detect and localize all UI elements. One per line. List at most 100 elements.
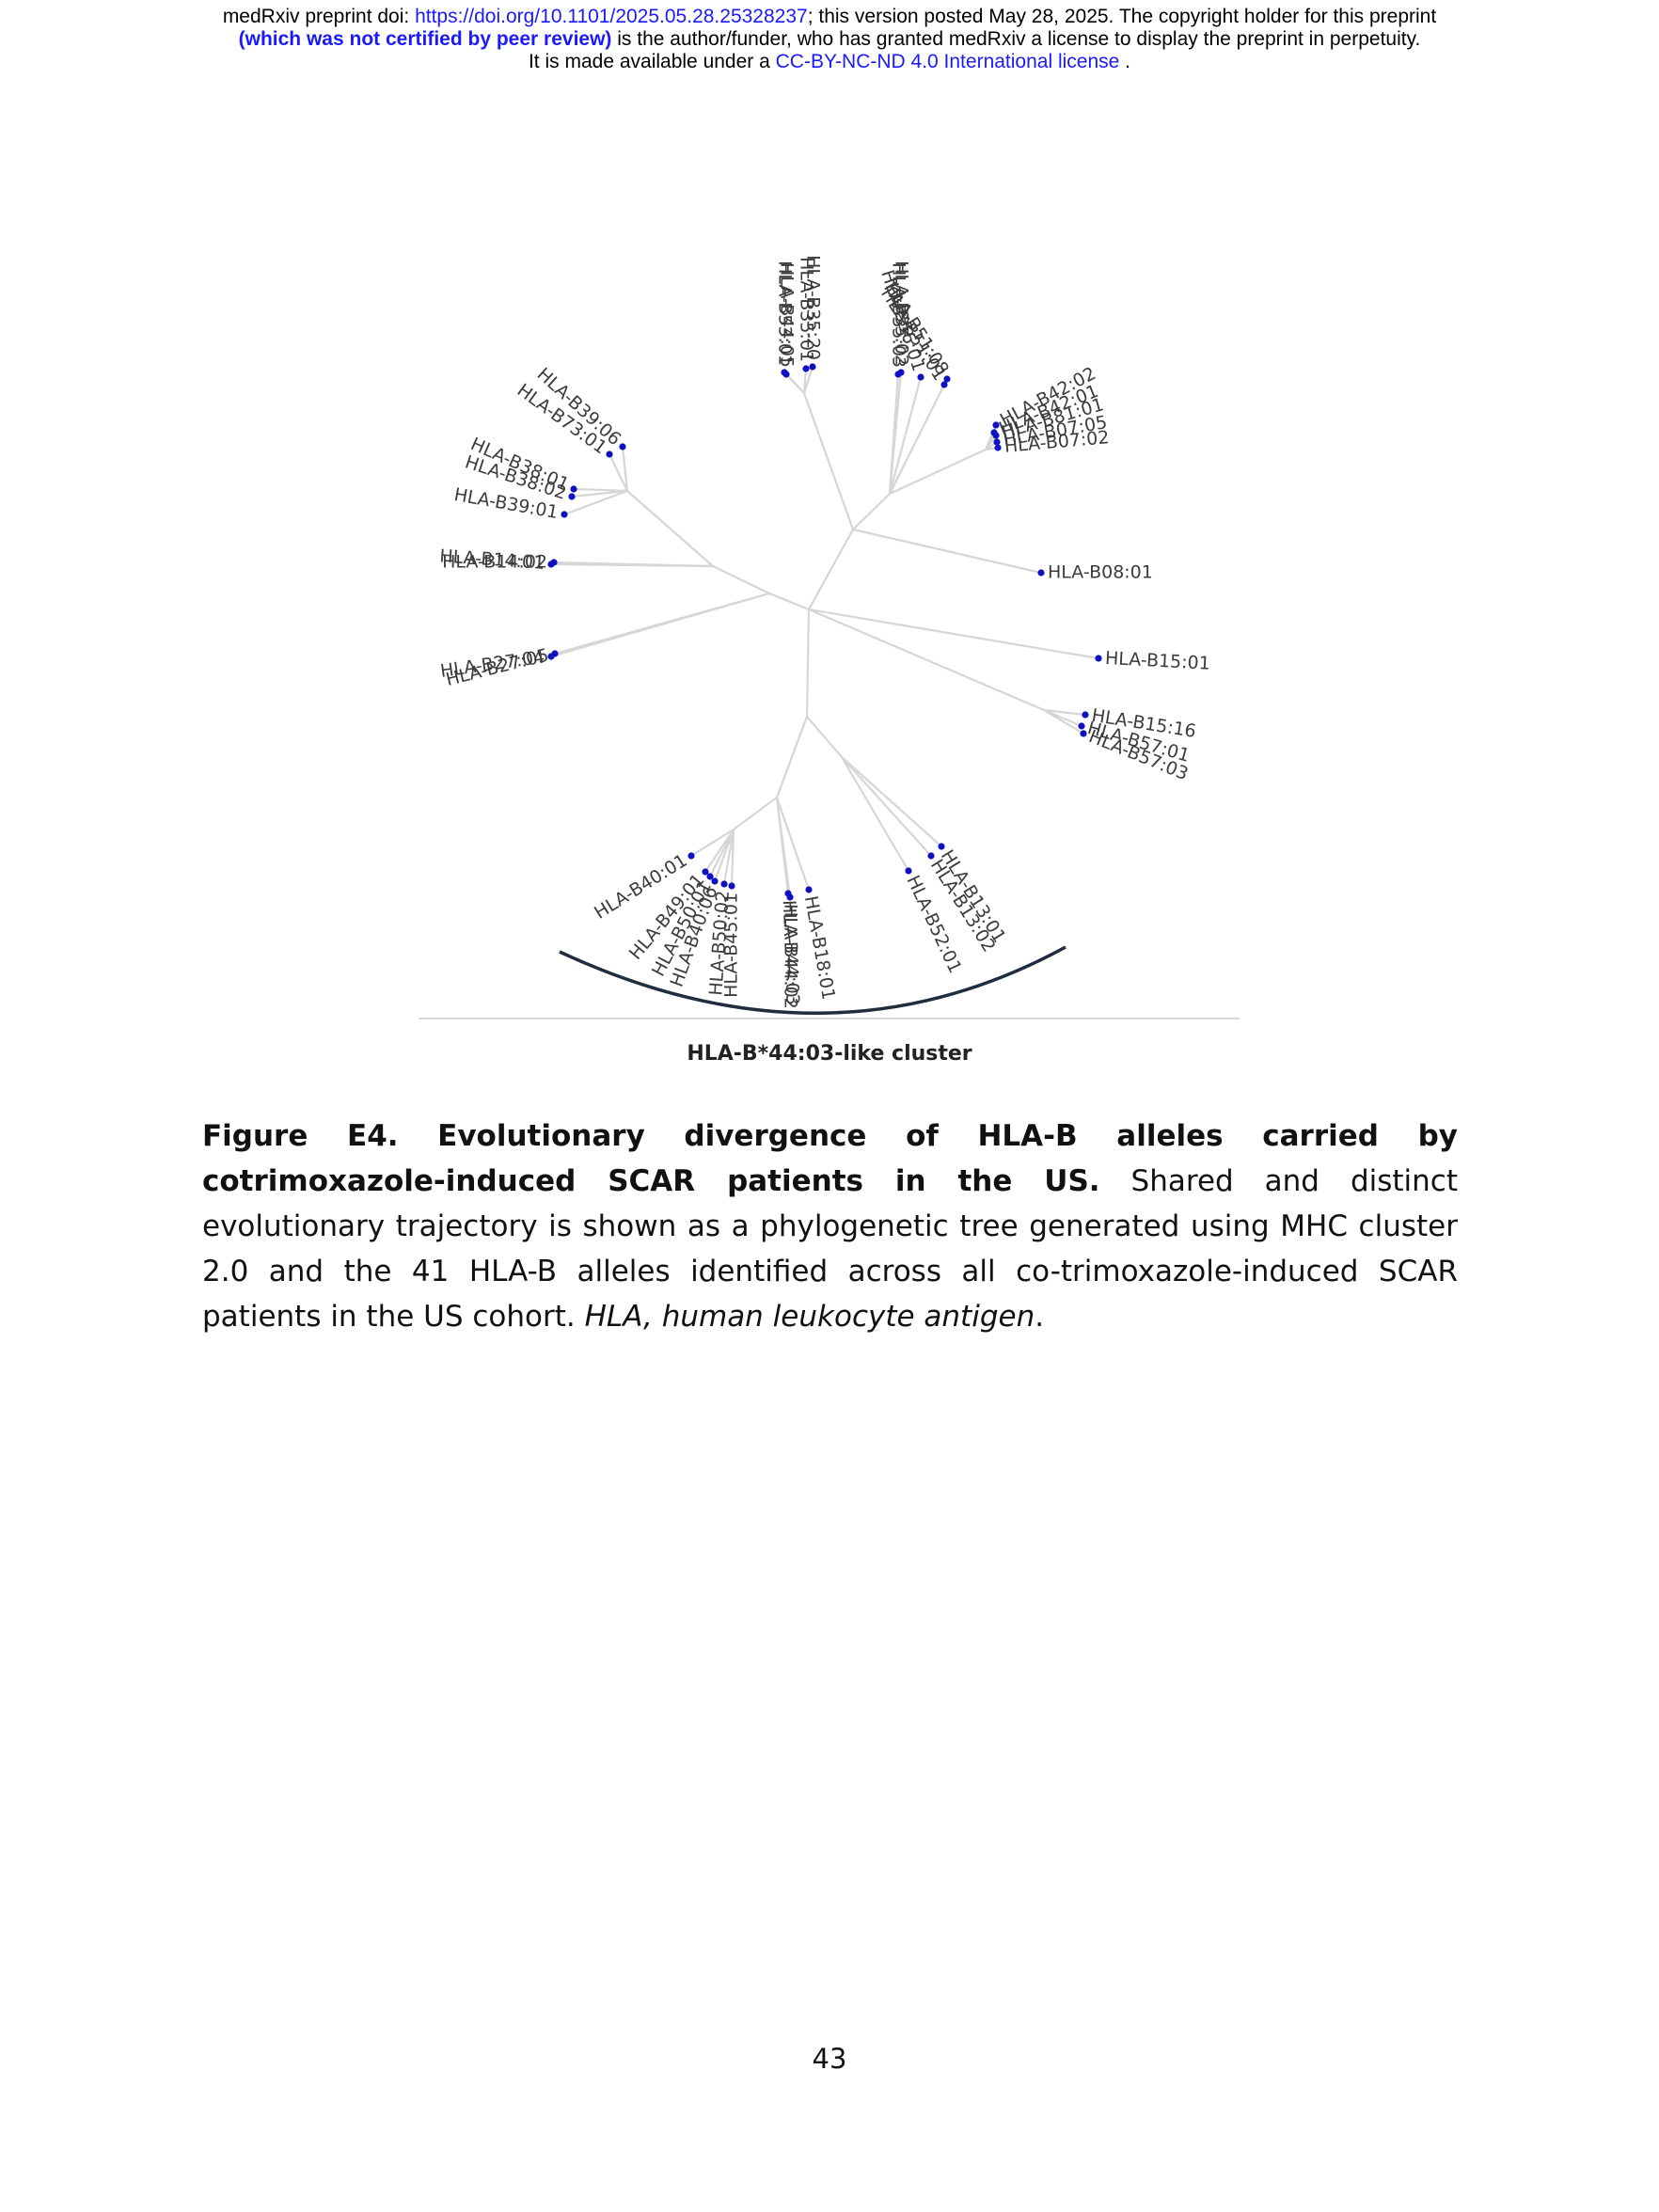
license-suffix-text: .: [1119, 51, 1131, 72]
cluster-highlight-arc: [559, 945, 1066, 1015]
leaf-label: HLA-B14:02: [442, 552, 547, 573]
tree-branch: [768, 592, 810, 611]
leaf-node-dot: [992, 432, 1000, 439]
leaf-branch: [841, 756, 942, 847]
leaf-node-dot: [917, 373, 924, 381]
leaf-node-dot: [781, 369, 788, 376]
leaf-node-dot: [897, 369, 905, 376]
page-number: 43: [812, 2043, 847, 2075]
leaf-node-dot: [786, 893, 794, 901]
leaf-node-dot: [711, 877, 719, 885]
tree-branch: [889, 449, 987, 495]
leaf-node-dot: [706, 873, 714, 880]
leaf-branch: [709, 829, 735, 877]
leaf-branch: [841, 756, 909, 872]
tree-branch: [733, 797, 778, 830]
leaf-node-dot: [720, 880, 728, 888]
leaf-label: HLA-B45:01: [721, 893, 742, 998]
leaf-branch: [690, 829, 735, 857]
leaf-branch: [888, 371, 903, 495]
tree-branch: [775, 716, 809, 798]
tree-branch: [805, 608, 811, 718]
leaf-node-dot: [687, 852, 695, 860]
leaf-branch: [550, 592, 770, 658]
leaf-branch: [621, 446, 629, 492]
leaf-branch: [573, 487, 628, 493]
leaf-branch: [722, 829, 735, 885]
leaf-label: HLA-B18:01: [800, 894, 839, 1002]
header-prefix-text: medRxiv preprint doi:: [222, 6, 416, 27]
leaf-node-dot: [938, 843, 945, 850]
leaf-node-dot: [802, 365, 810, 372]
leaf-label: HLA-B44:02: [781, 904, 801, 1009]
leaf-node-dot: [992, 421, 1000, 429]
leaf-branch: [889, 378, 948, 495]
leaf-node-dot: [993, 438, 1001, 446]
leaf-node-dot: [994, 444, 1002, 451]
caption-abbreviation: HLA, human leukocyte antigen: [584, 1300, 1035, 1334]
leaf-node-dot: [1095, 655, 1102, 662]
peer-review-notice: (which was not certified by peer review): [238, 28, 612, 50]
header-line-2: (which was not certified by peer review)…: [0, 28, 1659, 51]
leaf-branch: [852, 528, 1042, 575]
leaf-branch: [775, 797, 792, 898]
leaf-label: HLA-B53:01: [775, 261, 796, 366]
leaf-branch: [608, 453, 628, 492]
leaf-label: HLA-B35:20: [803, 255, 824, 360]
leaf-branch: [841, 756, 932, 857]
caption-end: .: [1035, 1300, 1045, 1334]
leaf-node-dot: [905, 867, 912, 875]
leaf-branch: [730, 829, 735, 887]
tree-branch: [712, 565, 770, 594]
leaf-node-dot: [728, 882, 735, 890]
leaf-branch: [808, 608, 1099, 660]
leaf-branch: [563, 489, 628, 516]
header-line-1: medRxiv preprint doi: https://doi.org/10…: [0, 6, 1659, 28]
leaf-node-dot: [809, 363, 816, 371]
preprint-header: medRxiv preprint doi: https://doi.org/10…: [0, 6, 1659, 73]
header-line-3: It is made available under a CC-BY-NC-ND…: [0, 51, 1659, 73]
leaf-branch: [1043, 709, 1084, 735]
leaf-node-dot: [561, 511, 568, 518]
leaf-branch: [704, 829, 735, 873]
caption-title: Figure E4. Evolutionary divergence of HL…: [202, 1119, 1458, 1198]
tree-branch: [808, 529, 854, 610]
leaf-node-dot: [1082, 711, 1089, 719]
tree-branch: [806, 716, 843, 758]
leaf-label: HLA-B44:05: [777, 262, 798, 368]
leaf-node-dot: [1078, 722, 1085, 730]
leaf-branch: [713, 829, 735, 882]
leaf-node-dot: [606, 450, 613, 458]
leaf-node-dot: [927, 852, 935, 860]
leaf-node-dot: [619, 443, 626, 450]
tree-branches: [550, 366, 1099, 898]
tree-branch: [852, 493, 891, 530]
leaf-label: HLA-B35:01: [797, 257, 817, 362]
leaf-node-dot: [940, 381, 948, 388]
leaf-branch: [775, 797, 811, 891]
license-prefix-text: It is made available under a: [528, 51, 776, 72]
cluster-label: HLA-B*44:03-like cluster: [687, 1042, 972, 1066]
leaf-branch: [550, 562, 714, 568]
header-suffix-text: ; this version posted May 28, 2025. The …: [807, 6, 1437, 27]
leaf-node-dot: [1037, 569, 1045, 577]
leaf-node-dot: [570, 485, 577, 493]
leaf-branch: [1043, 708, 1086, 717]
leaf-node-dot: [568, 493, 576, 500]
leaf-label: HLA-B44:03: [779, 900, 803, 1006]
leaf-node-dot: [547, 561, 555, 568]
leaf-branch: [888, 376, 923, 495]
leaf-label: HLA-B15:01: [1104, 648, 1210, 674]
leaf-node-dot: [547, 653, 555, 660]
leaf-label: HLA-B08:01: [1048, 562, 1153, 583]
license-link[interactable]: CC-BY-NC-ND 4.0 International license: [775, 51, 1120, 72]
leaf-label: HLA-B35:03: [889, 262, 909, 368]
leaf-node-dot: [943, 375, 951, 383]
caption-body: Shared and distinct evolutionary traject…: [202, 1164, 1459, 1334]
doi-link[interactable]: https://doi.org/10.1101/2025.05.28.25328…: [415, 6, 808, 27]
tree-branch: [808, 608, 1045, 712]
tree-branch: [802, 392, 855, 530]
leaf-branch: [802, 366, 814, 394]
leaf-branch: [571, 489, 628, 498]
